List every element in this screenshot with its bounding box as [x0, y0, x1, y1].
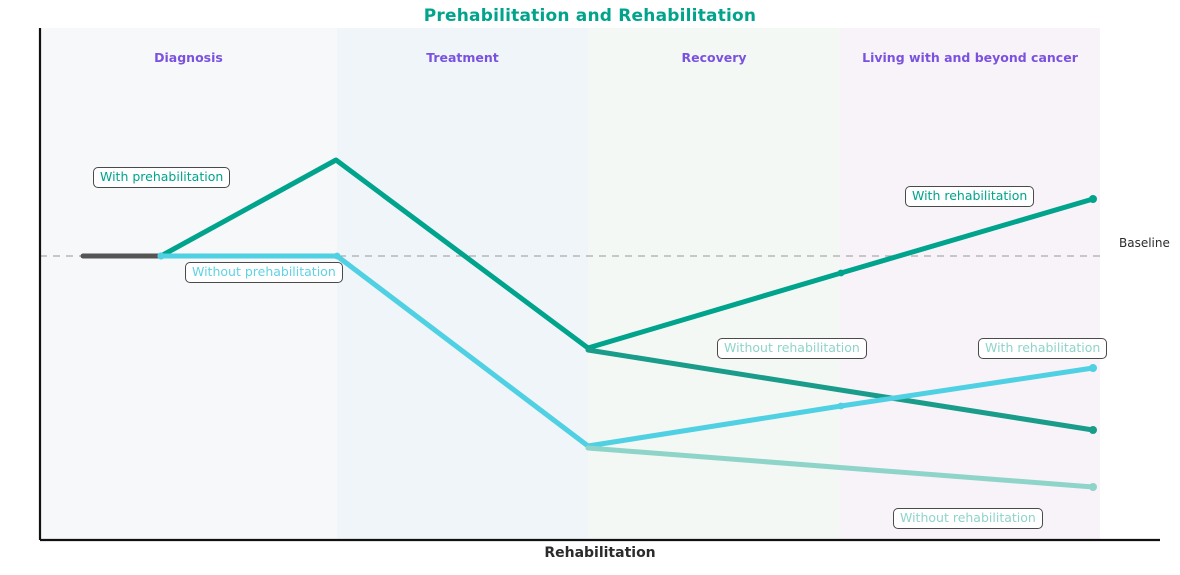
annotation-without-rehabilitation-bottom: Without rehabilitation [893, 508, 1043, 530]
phase-band-outer [1100, 28, 1180, 540]
marker-seafoam-decline-end [1089, 483, 1097, 491]
annotation-with-rehabilitation-mid: With rehabilitation [978, 338, 1108, 360]
phase-band-treatment [337, 28, 588, 540]
annotation-with-rehabilitation-top: With rehabilitation [905, 186, 1035, 208]
series-without-rehabilitation-seafoam [585, 445, 1096, 490]
baseline-label: Baseline [1119, 236, 1170, 250]
phase-label-recovery: Recovery [681, 50, 747, 65]
phase-label-living-with-cancer: Living with and beyond cancer [862, 50, 1078, 65]
phase-band-living [840, 28, 1100, 540]
marker-prehab-origin [157, 252, 165, 260]
x-axis-label: Rehabilitation [544, 545, 656, 561]
annotation-without-prehabilitation: Without prehabilitation [185, 262, 343, 284]
axis-lines [38, 28, 1160, 542]
annotation-with-prehabilitation: With prehabilitation [93, 167, 231, 189]
marker-prehab-split [333, 252, 341, 260]
marker-teal-decline-end [1089, 426, 1097, 434]
series-without-rehabilitation-teal [585, 347, 1096, 433]
chart-title: Prehabilitation and Rehabilitation [423, 6, 757, 26]
phase-band-diagnosis [40, 28, 337, 540]
marker-with-rehab-end [1089, 195, 1097, 203]
phase-bands [40, 28, 1180, 540]
phase-label-diagnosis: Diagnosis [154, 50, 223, 65]
marker-cyan-rehab-mid [837, 402, 845, 410]
marker-with-rehab-mid [837, 269, 845, 277]
phase-label-treatment: Treatment [426, 50, 499, 65]
marker-cyan-rehab-end [1089, 364, 1097, 372]
annotation-without-rehabilitation-mid: Without rehabilitation [717, 338, 867, 360]
series-with-prehabilitation [158, 157, 591, 351]
series-markers [157, 195, 1097, 491]
